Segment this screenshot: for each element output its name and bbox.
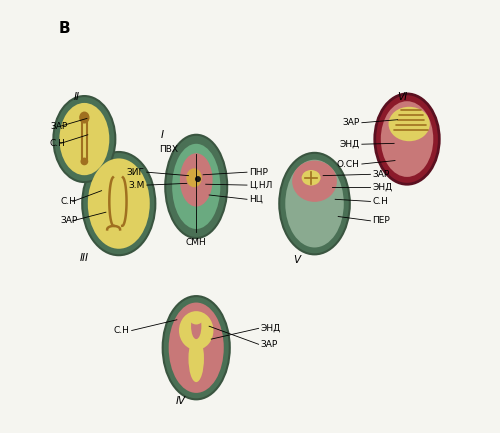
- Ellipse shape: [186, 168, 202, 187]
- Ellipse shape: [60, 103, 110, 175]
- Text: ЗАР: ЗАР: [50, 122, 67, 131]
- Ellipse shape: [162, 296, 230, 399]
- Text: В: В: [58, 21, 70, 36]
- Ellipse shape: [375, 94, 440, 184]
- Ellipse shape: [195, 176, 201, 182]
- Text: IV: IV: [175, 396, 186, 406]
- Text: ЗАР: ЗАР: [372, 170, 390, 179]
- Text: ЗИГ: ЗИГ: [126, 168, 144, 177]
- Text: ЗАР: ЗАР: [261, 340, 278, 349]
- Ellipse shape: [180, 153, 212, 207]
- Text: ПЕР: ПЕР: [372, 216, 390, 225]
- Text: ЭНД: ЭНД: [261, 324, 281, 333]
- Text: II: II: [74, 92, 80, 102]
- Text: ЗАР: ЗАР: [342, 118, 359, 127]
- Ellipse shape: [172, 144, 220, 229]
- Text: ЗАР: ЗАР: [60, 216, 78, 225]
- Text: СМН: СМН: [186, 238, 206, 247]
- Ellipse shape: [82, 152, 156, 255]
- Ellipse shape: [381, 101, 434, 177]
- Text: VI: VI: [398, 92, 408, 102]
- Ellipse shape: [302, 170, 320, 185]
- Text: С.Н: С.Н: [50, 139, 66, 148]
- Ellipse shape: [388, 107, 430, 141]
- Ellipse shape: [80, 158, 88, 165]
- Text: ПНР: ПНР: [249, 168, 268, 177]
- Text: ЭНД: ЭНД: [372, 183, 393, 192]
- Ellipse shape: [168, 303, 224, 393]
- Text: Ц.НЛ: Ц.НЛ: [249, 181, 272, 190]
- Ellipse shape: [54, 96, 116, 182]
- Text: З.М: З.М: [128, 181, 144, 190]
- Ellipse shape: [188, 335, 204, 382]
- Text: III: III: [80, 253, 89, 263]
- Ellipse shape: [179, 311, 214, 350]
- Text: I: I: [160, 130, 164, 140]
- Ellipse shape: [190, 313, 203, 324]
- Text: С.Н: С.Н: [114, 326, 130, 335]
- Text: ПВХ: ПВХ: [159, 145, 178, 154]
- Text: V: V: [293, 255, 300, 265]
- Ellipse shape: [292, 161, 337, 202]
- Text: ЭНД: ЭНД: [340, 140, 359, 149]
- Ellipse shape: [79, 112, 90, 123]
- Ellipse shape: [191, 313, 202, 339]
- Text: НЦ: НЦ: [249, 195, 263, 204]
- Ellipse shape: [88, 158, 150, 249]
- Text: С.Н: С.Н: [60, 197, 76, 206]
- Text: О.СН: О.СН: [337, 159, 359, 168]
- Ellipse shape: [286, 160, 344, 248]
- Ellipse shape: [280, 153, 350, 254]
- Text: С.Н: С.Н: [372, 197, 388, 206]
- Ellipse shape: [165, 135, 227, 238]
